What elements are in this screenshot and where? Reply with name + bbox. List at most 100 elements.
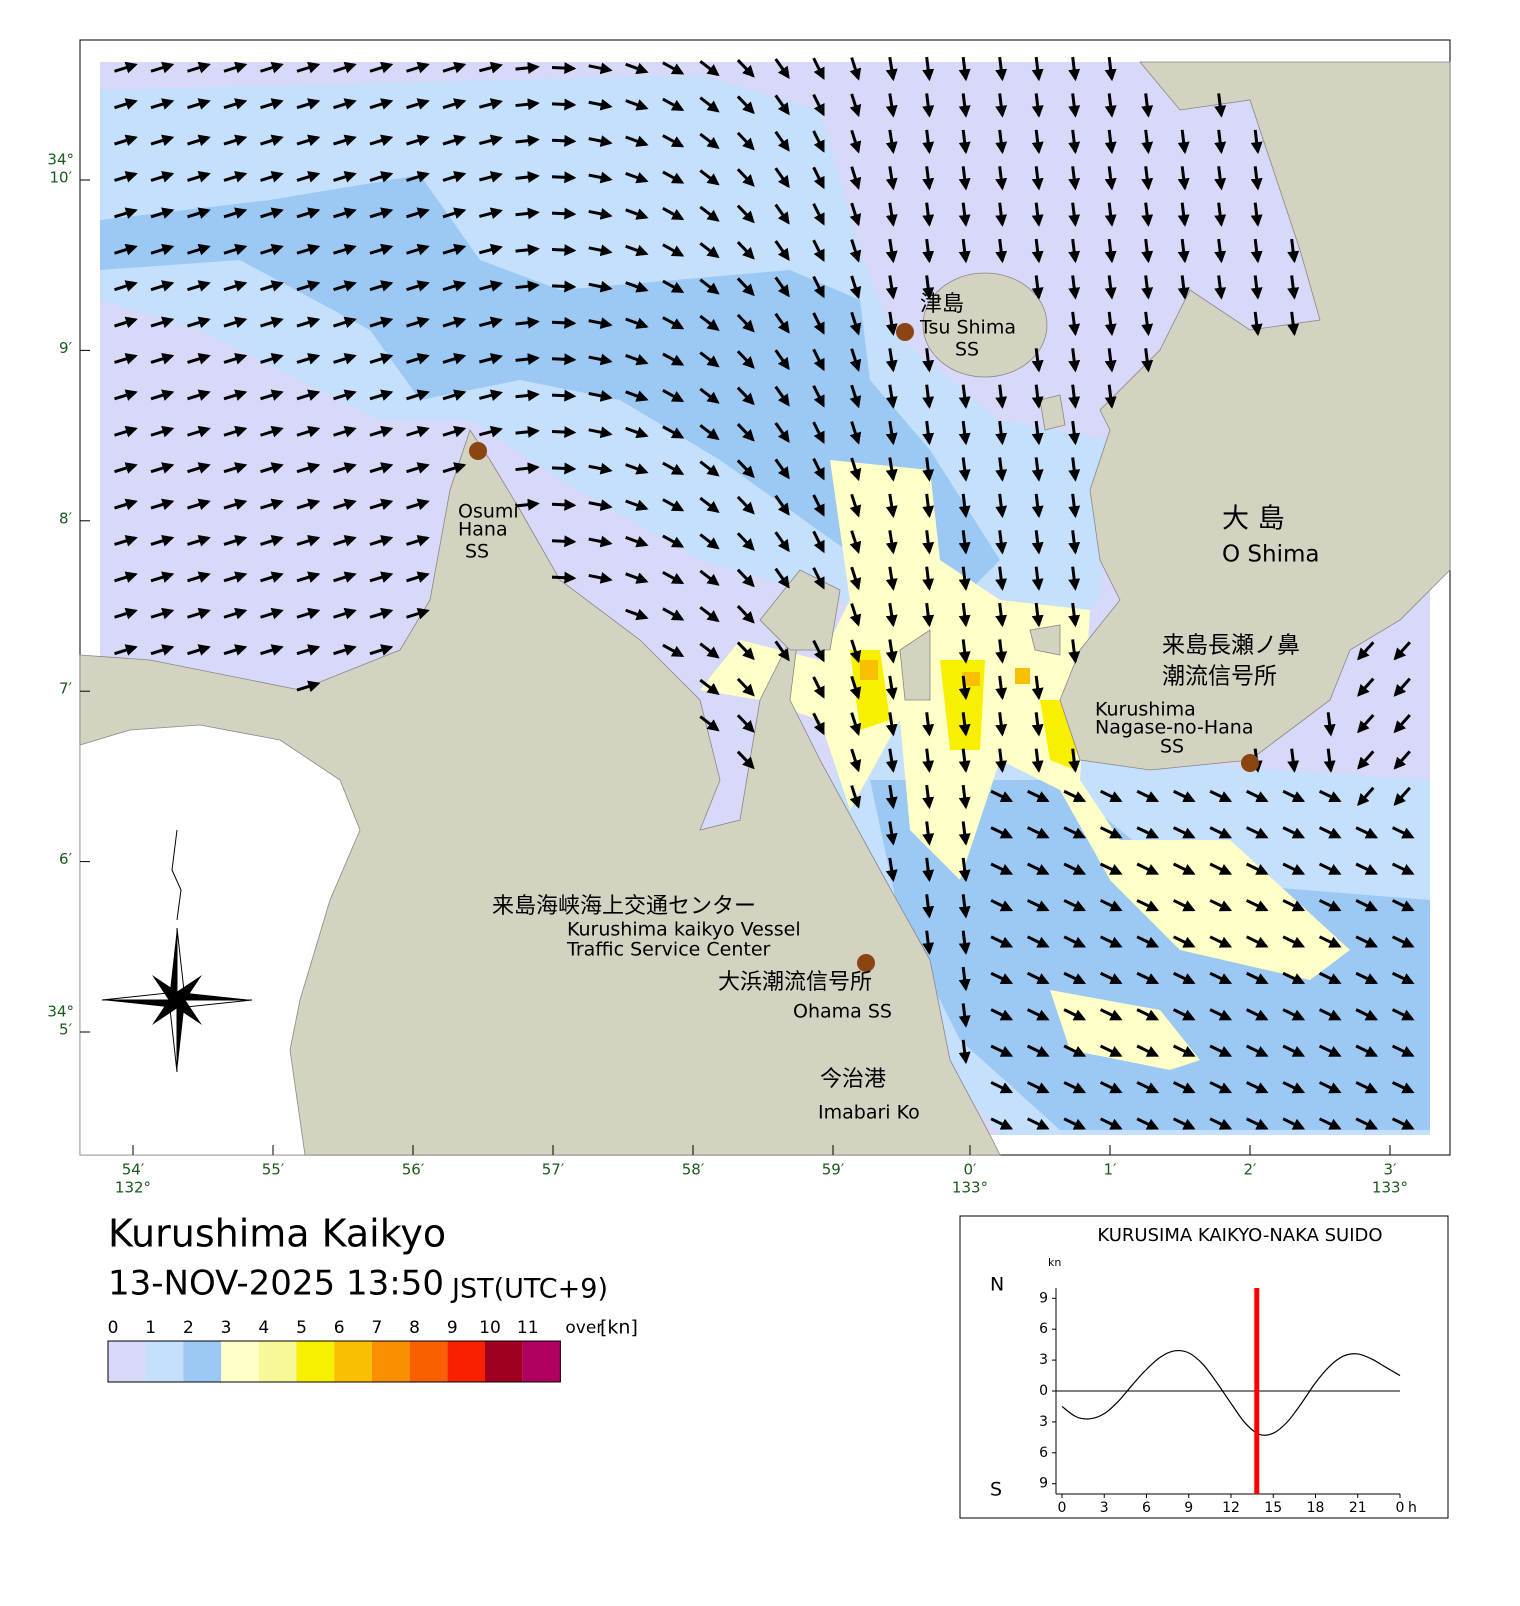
legend-label: 8 [409, 1318, 420, 1338]
arrow [296, 571, 321, 583]
arrow [774, 458, 790, 480]
arrow [1391, 935, 1415, 948]
arrow [812, 57, 825, 81]
arrow [1099, 789, 1123, 803]
arrow [662, 279, 685, 294]
arrow [1318, 935, 1342, 948]
arrow [774, 422, 790, 443]
arrow [699, 496, 720, 513]
arrow [1031, 56, 1044, 82]
arrow [1063, 826, 1087, 839]
arrow [1355, 1008, 1379, 1021]
arrow [260, 207, 284, 219]
arrow [885, 639, 898, 664]
legend-label: 0 [108, 1318, 119, 1338]
lat-degree: 34° [47, 151, 74, 169]
zone-3-4b [1050, 990, 1200, 1070]
arrow [369, 243, 394, 256]
arrow [922, 457, 935, 482]
arrow [958, 493, 971, 519]
arrow [662, 425, 685, 439]
arrow [114, 134, 138, 147]
arrow [1026, 1044, 1050, 1057]
arrow [369, 425, 394, 438]
arrow [736, 386, 755, 406]
arrow [990, 1008, 1014, 1021]
arrow [1099, 826, 1123, 839]
arrow [369, 644, 394, 656]
arrow [922, 566, 935, 591]
lat-label: 7′ [59, 680, 73, 698]
arrow [1026, 935, 1050, 948]
arrow [260, 389, 284, 401]
arrow [223, 134, 248, 147]
arrow [812, 639, 825, 663]
arrow [478, 61, 503, 74]
arrow [736, 568, 755, 588]
arrow [588, 280, 613, 293]
arrow [150, 61, 175, 74]
arrow [1063, 935, 1087, 948]
place-label: Traffic Service Center [566, 939, 771, 961]
arrow [885, 821, 898, 846]
arrow [1031, 675, 1044, 701]
arrow [114, 98, 138, 110]
arrow [187, 607, 211, 620]
arrow [849, 785, 862, 809]
arrow [1282, 935, 1306, 948]
arrow [849, 748, 862, 773]
arrow [1031, 566, 1044, 591]
lat-label: 8′ [59, 509, 73, 527]
arrow [333, 425, 357, 438]
place-label: Nagase-no-Hana [1095, 717, 1254, 739]
compass-diag [152, 975, 202, 1025]
arrow [812, 494, 825, 517]
arrow [478, 316, 503, 329]
lon-degree: 133° [952, 1179, 988, 1197]
arrow [812, 93, 825, 117]
arrow [588, 207, 613, 220]
arrow [1214, 166, 1227, 191]
arrow [1318, 899, 1342, 912]
legend: 0 1 2 3 4 5 6 7 8 9 10 11 over[kn] [107, 1317, 638, 1383]
arrow [662, 643, 685, 658]
arrow [662, 316, 685, 330]
land [79, 61, 1451, 1156]
arrow [551, 498, 577, 511]
arrow [995, 238, 1008, 264]
arrow [260, 171, 284, 183]
arrow [442, 98, 467, 110]
arrow [922, 129, 935, 155]
lon-label: 58′ [682, 1161, 705, 1179]
place-label: 大 島 [1222, 504, 1285, 535]
arrow [1245, 862, 1269, 875]
lon-label: 1′ [1104, 1161, 1118, 1179]
arrow [1031, 420, 1044, 446]
arrow [625, 354, 649, 366]
arrow [114, 462, 138, 474]
arrow [114, 171, 138, 183]
lon-degree: 133° [1372, 1179, 1408, 1197]
arrow [885, 530, 898, 555]
arrow [296, 280, 321, 292]
place-label: 来島海峡海上交通センター [492, 894, 756, 919]
arrow [625, 608, 649, 621]
arrow [958, 639, 971, 664]
arrow [1287, 275, 1300, 300]
x-tick-label: 21 [1349, 1500, 1367, 1516]
arrow [1250, 275, 1263, 300]
arrow [187, 207, 211, 219]
arrow [1104, 202, 1117, 227]
arrow [922, 748, 935, 773]
arrow [849, 311, 862, 336]
arrow [849, 493, 862, 518]
arrow [442, 316, 467, 329]
arrow [260, 462, 284, 474]
arrow [995, 493, 1008, 519]
arrow [333, 316, 357, 329]
arrow [1250, 238, 1263, 264]
arrow [406, 61, 430, 74]
arrow [1068, 166, 1081, 191]
arrow [1318, 1008, 1342, 1021]
arrow [187, 134, 211, 147]
